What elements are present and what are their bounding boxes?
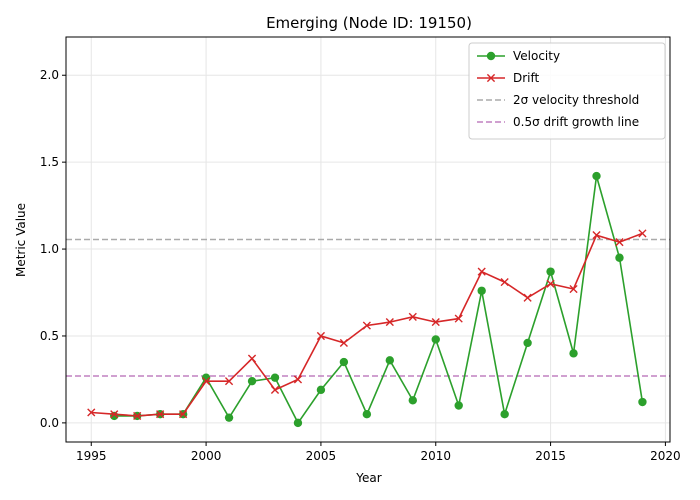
legend-label: Velocity (513, 49, 560, 63)
data-point (362, 321, 371, 330)
data-point (339, 338, 348, 348)
data-point (615, 253, 624, 262)
data-point (546, 279, 555, 288)
data-point (500, 277, 509, 287)
data-point (270, 373, 280, 382)
data-point (592, 171, 601, 181)
data-point (385, 317, 394, 327)
x-tick-label: 2005 (306, 449, 337, 463)
y-axis-label: Metric Value (14, 203, 28, 277)
data-point (454, 401, 463, 410)
legend-marker (486, 73, 496, 83)
data-point (523, 293, 532, 302)
legend-label: 2σ velocity threshold (513, 93, 639, 107)
data-point (110, 411, 119, 421)
data-point (431, 335, 440, 344)
data-point (592, 231, 601, 240)
data-point (316, 331, 326, 341)
data-point (339, 357, 349, 367)
data-point (316, 385, 326, 395)
data-point (569, 284, 578, 294)
data-point (638, 397, 647, 407)
data-point (133, 411, 142, 421)
data-point (408, 396, 417, 405)
data-point (87, 408, 96, 417)
data-point (569, 349, 578, 358)
x-tick-label: 2010 (420, 449, 451, 463)
x-axis-label: Year (355, 471, 381, 485)
data-point (362, 409, 372, 419)
data-point (615, 238, 624, 247)
x-tick-label: 2020 (650, 449, 681, 463)
data-point (293, 418, 303, 428)
series-velocity (110, 171, 647, 428)
data-point (247, 376, 257, 386)
data-point (224, 377, 234, 386)
data-point (247, 354, 257, 363)
legend: Velocity Drift 2σ velocity threshold 0.5σ d… (468, 42, 666, 140)
y-tick-label: 1.5 (40, 155, 59, 169)
data-point (224, 413, 234, 422)
chart-title: Emerging (Node ID: 19150) (266, 14, 472, 32)
legend-marker (486, 51, 496, 61)
plot-frame (65, 36, 671, 443)
data-point (179, 410, 188, 419)
data-point (385, 356, 395, 365)
data-point (546, 267, 555, 276)
legend-label: Drift (513, 71, 540, 85)
data-point (270, 385, 280, 394)
y-tick-label: 2.0 (40, 68, 59, 82)
data-point (431, 317, 440, 327)
x-tick-label: 2015 (535, 449, 566, 463)
data-point (477, 286, 486, 295)
legend-box (468, 42, 666, 140)
data-point (408, 312, 417, 321)
series-drift (87, 229, 647, 421)
data-point (454, 314, 463, 323)
axis-ticks: 1995 2000 2005 2010 2015 2020 0.0 0.5 1.0 1.5 2.0 (40, 68, 681, 463)
x-tick-label: 1995 (76, 449, 107, 463)
data-point (477, 267, 486, 276)
data-point (156, 410, 165, 419)
y-tick-label: 0.5 (40, 329, 59, 343)
data-point (638, 229, 647, 238)
y-tick-label: 1.0 (40, 242, 59, 256)
data-point (523, 338, 532, 348)
legend-label: 0.5σ drift growth line (513, 115, 639, 129)
x-tick-label: 2000 (191, 449, 222, 463)
reference-lines (66, 238, 670, 377)
series-line (114, 175, 644, 425)
series-layer (87, 171, 647, 428)
y-tick-label: 0.0 (40, 416, 59, 430)
data-point (110, 410, 119, 419)
data-point (293, 375, 303, 384)
data-point (500, 409, 509, 419)
data-point (201, 377, 211, 386)
